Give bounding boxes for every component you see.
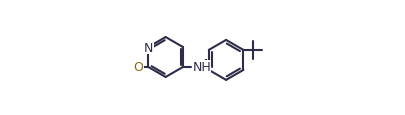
- Text: N: N: [143, 41, 153, 54]
- Text: NH: NH: [192, 61, 211, 74]
- Text: O: O: [133, 61, 143, 74]
